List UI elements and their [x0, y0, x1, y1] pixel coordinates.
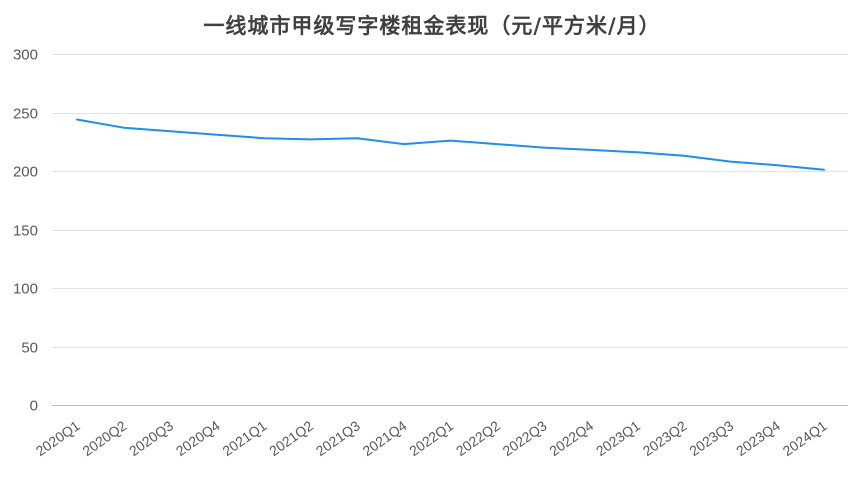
x-tick-label: 2020Q1: [33, 417, 83, 459]
x-tick-label: 2023Q3: [686, 417, 736, 459]
y-tick-label: 200: [13, 164, 38, 181]
y-tick-label: 100: [13, 281, 38, 298]
x-tick-label: 2024Q1: [780, 417, 830, 459]
x-tick-label: 2020Q3: [126, 417, 176, 459]
y-tick-label: 50: [21, 340, 38, 357]
series-layer: [76, 118, 825, 171]
y-tick-label: 150: [13, 223, 38, 240]
x-tick-label: 2022Q1: [406, 417, 456, 459]
gridlines: [52, 54, 848, 406]
x-tick-label: 2021Q1: [219, 417, 269, 459]
x-tick-label: 2021Q3: [313, 417, 363, 459]
x-axis-ticks: 2020Q12020Q22020Q32020Q42021Q12021Q22021…: [33, 417, 830, 459]
y-tick-label: 250: [13, 106, 38, 123]
chart-title: 一线城市甲级写字楼租金表现（元/平方米/月）: [203, 14, 661, 38]
x-tick-label: 2023Q4: [733, 417, 783, 459]
x-tick-label: 2021Q2: [266, 417, 316, 459]
x-tick-label: 2022Q2: [453, 417, 503, 459]
x-tick-label: 2021Q4: [360, 417, 410, 459]
x-tick-label: 2020Q4: [173, 417, 223, 459]
x-tick-label: 2023Q1: [593, 417, 643, 459]
x-tick-label: 2023Q2: [640, 417, 690, 459]
x-tick-label: 2022Q3: [500, 417, 550, 459]
x-tick-label: 2020Q2: [79, 417, 129, 459]
y-tick-label: 0: [30, 398, 38, 415]
y-tick-label: 300: [13, 47, 38, 64]
series-line: [76, 118, 825, 171]
y-axis-ticks: 0 50 100 150 200 250 300: [13, 47, 38, 415]
x-tick-label: 2022Q4: [546, 417, 596, 459]
